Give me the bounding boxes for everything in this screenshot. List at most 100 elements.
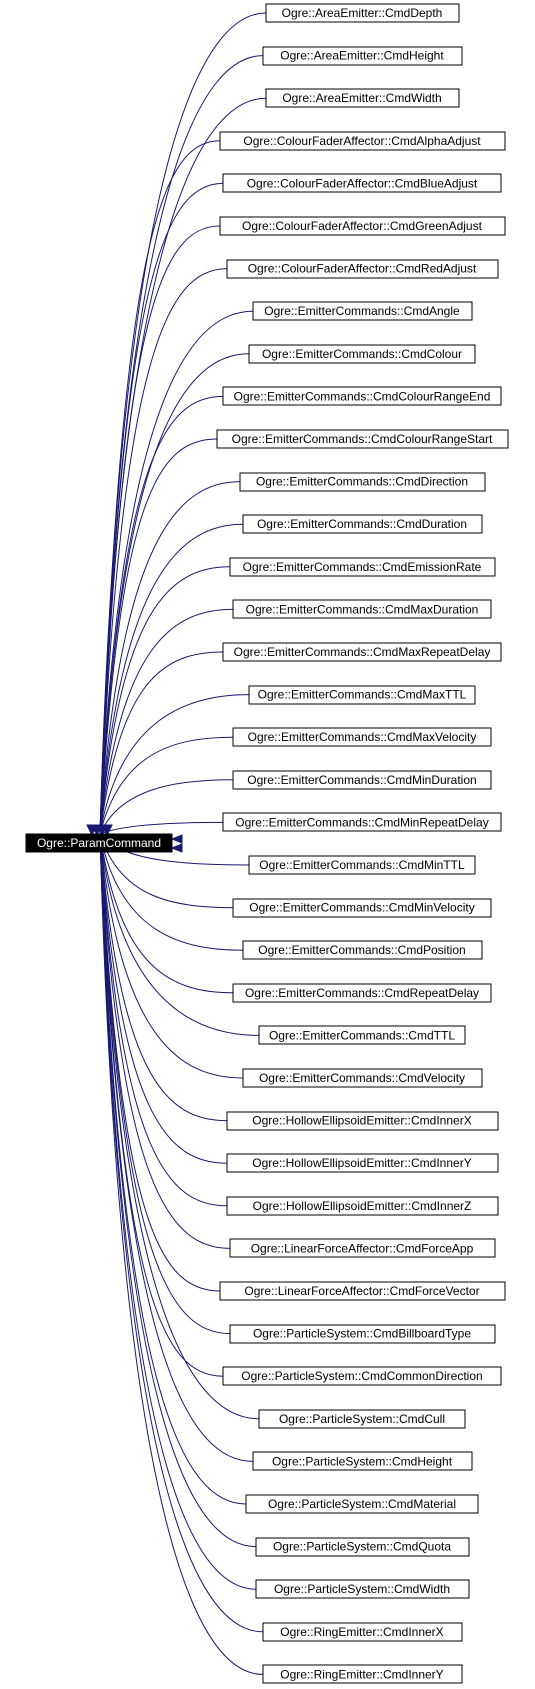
derived-class-label: Ogre::EmitterCommands::CmdMinVelocity [249,901,474,915]
derived-class-node[interactable]: Ogre::ParticleSystem::CmdQuota [255,1537,470,1557]
derived-class-box [262,46,463,66]
derived-class-node[interactable]: Ogre::ParticleSystem::CmdMaterial [245,1494,479,1514]
inheritance-edge [99,736,234,835]
derived-class-label: Ogre::EmitterCommands::CmdEmissionRate [243,560,482,574]
derived-class-node[interactable]: Ogre::ColourFaderAffector::CmdAlphaAdjus… [219,131,506,151]
derived-class-box [222,173,502,193]
derived-class-box [265,3,460,23]
arrow-head-icon [101,824,113,837]
derived-class-box [226,1196,499,1216]
derived-class-node[interactable]: Ogre::ParticleSystem::CmdWidth [255,1579,470,1599]
derived-class-label: Ogre::EmitterCommands::CmdDirection [256,475,468,489]
inheritance-edge [99,833,260,1036]
derived-class-node[interactable]: Ogre::LinearForceAffector::CmdForceVecto… [219,1281,506,1301]
base-class-node[interactable]: Ogre::ParamCommand [25,833,173,853]
derived-class-node[interactable]: Ogre::EmitterCommands::CmdRepeatDelay [232,983,492,1003]
derived-class-node[interactable]: Ogre::ColourFaderAffector::CmdGreenAdjus… [219,216,506,236]
inheritance-edge [99,833,264,1633]
derived-class-box [265,88,460,108]
derived-class-box [219,1281,506,1301]
derived-class-label: Ogre::EmitterCommands::CmdMaxVelocity [248,730,477,744]
derived-class-node[interactable]: Ogre::ParticleSystem::CmdBillboardType [229,1324,496,1344]
inheritance-edge [99,833,264,1675]
derived-class-node[interactable]: Ogre::EmitterCommands::CmdMaxRepeatDelay [222,642,502,662]
derived-class-label: Ogre::HollowEllipsoidEmitter::CmdInnerX [252,1114,471,1128]
derived-class-node[interactable]: Ogre::AreaEmitter::CmdHeight [262,46,463,66]
inheritance-edge [99,833,247,1505]
inheritance-edge [99,268,228,835]
derived-class-node[interactable]: Ogre::EmitterCommands::CmdMaxVelocity [232,727,492,747]
derived-class-box [252,1451,473,1471]
derived-class-label: Ogre::AreaEmitter::CmdHeight [280,49,444,63]
derived-class-box [242,514,483,534]
inheritance-edge [99,833,257,1590]
derived-class-box [229,1324,496,1344]
derived-class-node[interactable]: Ogre::ColourFaderAffector::CmdBlueAdjust [222,173,502,193]
edges-layer [86,12,267,1675]
derived-class-node[interactable]: Ogre::EmitterCommands::CmdDuration [242,514,483,534]
derived-class-node[interactable]: Ogre::EmitterCommands::CmdColourRangeEnd [222,386,502,406]
derived-class-node[interactable]: Ogre::HollowEllipsoidEmitter::CmdInnerZ [226,1196,499,1216]
derived-class-node[interactable]: Ogre::EmitterCommands::CmdMinRepeatDelay [222,812,502,832]
derived-class-node[interactable]: Ogre::ParticleSystem::CmdCommonDirection [222,1366,502,1386]
derived-class-label: Ogre::EmitterCommands::CmdMaxTTL [258,688,467,702]
derived-class-box [222,1366,502,1386]
derived-class-label: Ogre::ParticleSystem::CmdBillboardType [253,1327,471,1341]
derived-class-node[interactable]: Ogre::LinearForceAffector::CmdForceApp [229,1238,496,1258]
derived-class-label: Ogre::ColourFaderAffector::CmdBlueAdjust [247,176,478,190]
derived-class-box [262,1622,463,1642]
derived-class-node[interactable]: Ogre::ColourFaderAffector::CmdRedAdjust [226,259,499,279]
derived-class-node[interactable]: Ogre::ParticleSystem::CmdHeight [252,1451,473,1471]
derived-class-node[interactable]: Ogre::EmitterCommands::CmdVelocity [242,1068,483,1088]
derived-class-node[interactable]: Ogre::RingEmitter::CmdInnerY [262,1664,463,1684]
derived-class-node[interactable]: Ogre::ParticleSystem::CmdCull [258,1409,466,1429]
inheritance-edge [99,651,224,835]
derived-class-label: Ogre::AreaEmitter::CmdWidth [282,91,441,105]
derived-class-box [258,1409,466,1429]
derived-class-box [255,1537,470,1557]
derived-class-node[interactable]: Ogre::AreaEmitter::CmdWidth [265,88,460,108]
derived-class-box [248,685,476,705]
base-class-label: Ogre::ParamCommand [37,836,161,850]
derived-class-node[interactable]: Ogre::EmitterCommands::CmdAngle [252,301,473,321]
derived-class-node[interactable]: Ogre::EmitterCommands::CmdPosition [242,940,483,960]
derived-class-label: Ogre::ColourFaderAffector::CmdAlphaAdjus… [243,134,481,148]
derived-class-node[interactable]: Ogre::EmitterCommands::CmdDirection [239,472,486,492]
derived-class-node[interactable]: Ogre::EmitterCommands::CmdColour [248,344,476,364]
inheritance-edge [99,833,231,1249]
derived-class-box [219,216,506,236]
derived-class-label: Ogre::AreaEmitter::CmdDepth [282,6,443,20]
derived-class-box [226,1153,499,1173]
derived-class-node[interactable]: Ogre::EmitterCommands::CmdMinTTL [248,855,476,875]
derived-class-label: Ogre::LinearForceAffector::CmdForceVecto… [244,1284,479,1298]
inheritance-edge [99,833,260,1420]
derived-class-node[interactable]: Ogre::AreaEmitter::CmdDepth [265,3,460,23]
derived-class-node[interactable]: Ogre::EmitterCommands::CmdMinDuration [232,770,492,790]
derived-class-node[interactable]: Ogre::HollowEllipsoidEmitter::CmdInnerX [226,1111,499,1131]
derived-class-node[interactable]: Ogre::EmitterCommands::CmdMinVelocity [232,898,492,918]
inheritance-edge [99,140,221,835]
derived-class-label: Ogre::EmitterCommands::CmdVelocity [259,1071,465,1085]
inheritance-edge [99,481,241,835]
derived-class-label: Ogre::HollowEllipsoidEmitter::CmdInnerZ [253,1199,472,1213]
inheritance-edge [99,833,254,1462]
derived-class-label: Ogre::EmitterCommands::CmdPosition [258,943,465,957]
derived-class-box [248,344,476,364]
inheritance-edge [99,608,234,835]
derived-class-label: Ogre::ParticleSystem::CmdWidth [274,1582,450,1596]
derived-class-box [252,301,473,321]
derived-class-box [216,429,509,449]
derived-class-node[interactable]: Ogre::EmitterCommands::CmdMaxTTL [248,685,476,705]
derived-class-node[interactable]: Ogre::EmitterCommands::CmdMaxDuration [232,599,492,619]
arrow-head-icon [170,834,183,844]
inheritance-edge [99,566,231,835]
derived-class-node[interactable]: Ogre::HollowEllipsoidEmitter::CmdInnerY [226,1153,499,1173]
derived-class-node[interactable]: Ogre::RingEmitter::CmdInnerX [262,1622,463,1642]
derived-class-node[interactable]: Ogre::EmitterCommands::CmdTTL [258,1025,466,1045]
inheritance-edge [99,833,221,1292]
inheritance-edge [99,833,231,1335]
derived-class-label: Ogre::RingEmitter::CmdInnerY [280,1667,443,1681]
derived-class-label: Ogre::ParticleSystem::CmdHeight [272,1454,453,1468]
derived-class-node[interactable]: Ogre::EmitterCommands::CmdColourRangeSta… [216,429,509,449]
derived-class-node[interactable]: Ogre::EmitterCommands::CmdEmissionRate [229,557,496,577]
